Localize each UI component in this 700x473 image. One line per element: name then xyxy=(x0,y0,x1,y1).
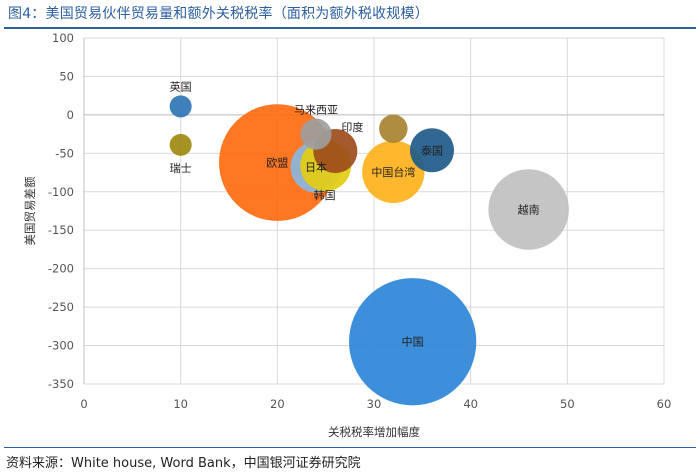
source-note: 资料来源：White house, Word Bank，中国银河证券研究院 xyxy=(6,456,361,471)
y-tick-label: -100 xyxy=(48,185,74,199)
x-axis-title: 关税税率增加幅度 xyxy=(328,425,420,439)
x-tick-label: 20 xyxy=(270,397,285,411)
chart-title: 图4：美国贸易伙伴贸易量和额外关税税率（面积为额外税收规模） xyxy=(8,6,429,22)
bubble-label: 中国 xyxy=(402,336,424,349)
x-tick-label: 0 xyxy=(80,397,87,411)
y-tick-label: -250 xyxy=(48,300,74,314)
y-tick-label: -350 xyxy=(48,377,74,391)
y-axis-title: 美国贸易差额 xyxy=(23,176,37,245)
bubble-label: 瑞士 xyxy=(170,161,192,175)
bubble-label: 马来西亚 xyxy=(294,104,338,117)
bubble-label: 韩国 xyxy=(314,188,336,202)
y-tick-label: 50 xyxy=(59,69,74,83)
bubble-label: 印度 xyxy=(341,120,363,134)
bubble-label: 越南 xyxy=(518,202,540,216)
bubble-中国 xyxy=(349,278,477,406)
bubble-泰国 xyxy=(409,128,455,173)
y-tick-label: -200 xyxy=(48,262,74,276)
x-tick-label: 60 xyxy=(657,397,672,411)
bubble-label: 欧盟 xyxy=(266,157,288,170)
bubble-越南 xyxy=(488,169,569,250)
bubble-英国 xyxy=(169,95,192,118)
x-tick-label: 50 xyxy=(560,397,575,411)
y-tick-label: -50 xyxy=(55,146,74,160)
bubbles xyxy=(169,95,569,406)
bubble-label: 泰国 xyxy=(421,143,443,157)
bubble-马来西亚 xyxy=(300,118,332,150)
bubble-unlabeled xyxy=(379,114,408,143)
y-tick-label: -150 xyxy=(48,223,74,237)
bubble-label: 英国 xyxy=(170,79,192,93)
footer-divider xyxy=(4,447,696,448)
x-tick-label: 30 xyxy=(367,397,382,411)
y-tick-label: 0 xyxy=(67,108,74,122)
y-tick-label: -300 xyxy=(48,339,74,353)
bubble-label: 中国台湾 xyxy=(371,165,415,179)
x-tick-label: 10 xyxy=(173,397,188,411)
bubble-label: 日本 xyxy=(305,160,327,174)
title-divider xyxy=(4,27,696,29)
x-tick-label: 40 xyxy=(463,397,478,411)
bubble-瑞士 xyxy=(169,133,192,156)
y-tick-label: 100 xyxy=(52,31,74,45)
bubble-中国台湾 xyxy=(362,140,425,203)
